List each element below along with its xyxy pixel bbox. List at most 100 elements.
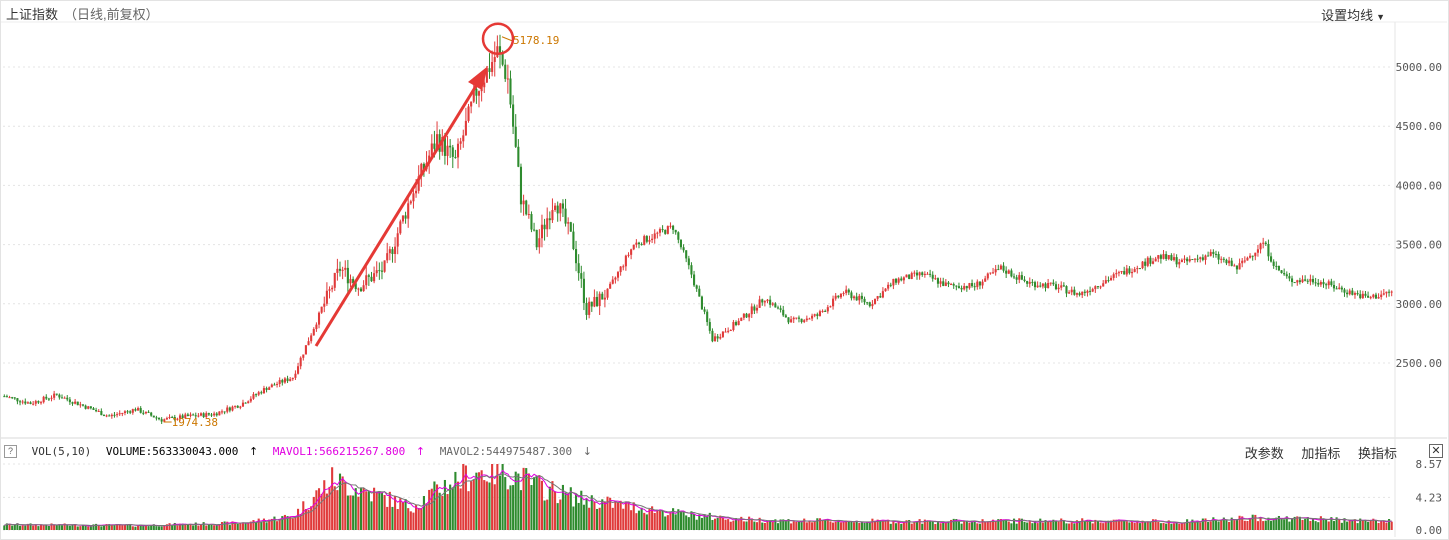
candle-body [915, 272, 919, 276]
volume-bar [58, 524, 61, 530]
volume-bar [407, 508, 410, 530]
candle-body [178, 415, 182, 419]
candle-body [1125, 268, 1128, 275]
volume-bar [74, 524, 77, 530]
candle-body [168, 416, 171, 419]
candle-body [247, 401, 250, 404]
volume-bar [1193, 522, 1197, 530]
candle-body [1183, 258, 1186, 260]
candle-body [477, 91, 481, 96]
candle-body [1138, 268, 1141, 270]
volume-bar [87, 526, 90, 530]
candle-body [16, 398, 19, 402]
volume-bar [184, 524, 187, 530]
volume-bar [664, 516, 667, 530]
volume-bar [373, 487, 376, 530]
volume-header: ? VOL(5,10) VOLUME:563330043.000 ↑ MAVOL… [4, 444, 600, 458]
volume-bar [247, 522, 250, 530]
candle-body [732, 322, 735, 331]
volume-bar [150, 525, 153, 530]
volume-bar [1249, 518, 1252, 530]
volume-bar [21, 525, 24, 530]
volume-bar [1133, 523, 1136, 530]
volume-bar [1110, 520, 1113, 530]
ma-setting-dropdown[interactable]: 设置均线 ▼ [1321, 5, 1385, 24]
volume-bar [514, 471, 517, 530]
volume-bar [95, 523, 98, 530]
volume-bar [1159, 523, 1162, 530]
volume-bar [737, 520, 740, 530]
candle-body [832, 298, 835, 307]
mavol2-value: MAVOL2:544975487.300 [439, 444, 573, 458]
candle-body [1010, 270, 1013, 277]
candle-body [1296, 280, 1299, 283]
candle-body [1102, 283, 1105, 287]
volume-bar [236, 523, 239, 530]
change-params-button[interactable]: 改参数 [1244, 446, 1284, 461]
add-indicator-button[interactable]: 加指标 [1301, 446, 1341, 461]
candle-body [1186, 258, 1189, 262]
candle-body [1070, 289, 1073, 293]
candle-body [50, 397, 53, 399]
candle-body [766, 299, 769, 302]
volume-bar [876, 519, 879, 530]
volume-bar [1044, 520, 1047, 530]
candle-body [750, 306, 753, 315]
candle-body [918, 272, 921, 276]
candle-body [606, 288, 609, 298]
candle-body [1178, 262, 1181, 265]
volume-bar [734, 518, 738, 530]
volume-bar [779, 519, 782, 530]
volume-bar [446, 494, 449, 530]
volume-bar [1317, 522, 1320, 530]
volume-bar [1348, 520, 1351, 530]
volume-bar [181, 523, 184, 530]
help-icon[interactable]: ? [4, 444, 17, 458]
volume-bar [346, 495, 349, 530]
volume-bar [1228, 521, 1231, 530]
candle-body [1359, 294, 1362, 299]
candle-body [506, 78, 509, 80]
volume-tick-label: 8.57 [1416, 458, 1443, 471]
candle-body [257, 392, 260, 395]
candle-body [249, 398, 252, 402]
volume-bar [522, 467, 525, 530]
close-icon[interactable]: ✕ [1429, 444, 1443, 458]
volume-bar [234, 522, 237, 530]
candle-body [1238, 263, 1241, 270]
candle-body [1388, 291, 1391, 293]
volume-bar [1104, 522, 1107, 530]
volume-bar [428, 489, 431, 530]
volume-bar [475, 472, 478, 530]
arrow-up-icon: ↑ [248, 444, 259, 458]
candle-body [595, 296, 599, 307]
mavol1-line [4, 469, 1392, 527]
candle-body [55, 393, 58, 395]
candle-body [994, 269, 997, 273]
candle-body [1031, 281, 1034, 283]
candle-body [556, 205, 559, 214]
candle-body [1054, 284, 1058, 290]
volume-bar [1096, 521, 1100, 530]
candle-body [779, 308, 782, 310]
volume-bar [320, 493, 323, 530]
candle-body [986, 273, 989, 279]
volume-bar [727, 519, 730, 530]
candle-body [1207, 255, 1210, 257]
candle-body [944, 282, 947, 286]
volume-bar [955, 519, 958, 530]
volume-bar [1028, 521, 1031, 530]
volume-bar [192, 525, 195, 530]
switch-indicator-button[interactable]: 换指标 [1357, 446, 1397, 461]
volume-bar [1225, 520, 1228, 530]
volume-bar [519, 490, 523, 530]
candle-body [818, 311, 822, 316]
volume-bar [249, 521, 252, 530]
volume-bar [417, 507, 420, 530]
candle-body [323, 303, 326, 307]
candle-body [283, 378, 286, 383]
candle-body [1212, 251, 1215, 254]
volume-bar [1262, 521, 1265, 530]
candle-body [462, 135, 465, 142]
volume-bar [679, 511, 683, 530]
